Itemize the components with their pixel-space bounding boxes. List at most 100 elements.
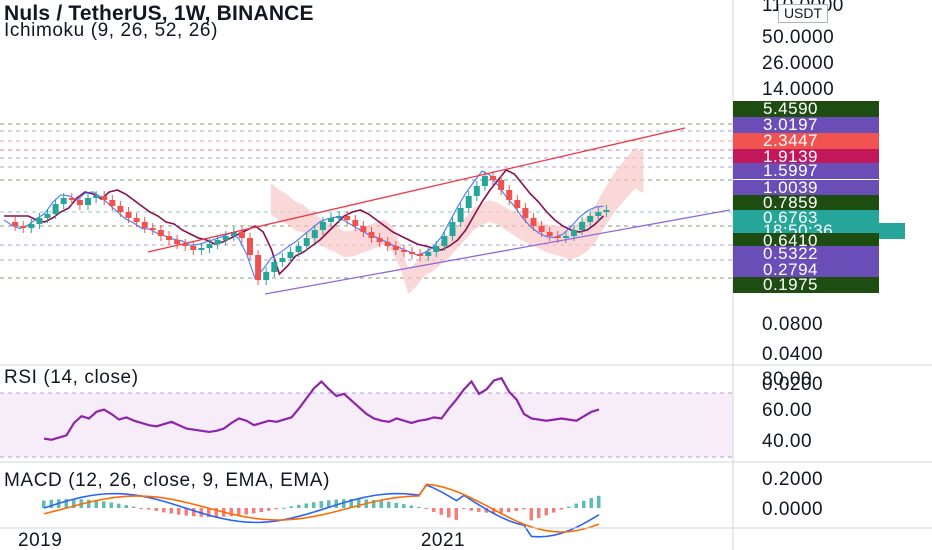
macd-histogram-bar	[417, 506, 421, 508]
macd-histogram-bar	[597, 495, 601, 508]
price-tag-label: 0.2794	[763, 260, 818, 279]
macd-histogram-bar	[184, 508, 188, 516]
macd-pane[interactable]: 0.2000 0.0000	[42, 469, 823, 538]
candle-body	[287, 252, 294, 258]
signal-line	[43, 483, 600, 533]
channel-lower-line	[264, 209, 731, 295]
macd-histogram-bar	[379, 500, 383, 508]
macd-histogram-bar	[582, 500, 586, 508]
candle-body	[554, 236, 561, 238]
macd-histogram-bar	[357, 499, 361, 508]
price-tag-bg	[733, 163, 879, 179]
candle-body	[52, 204, 59, 214]
candle-body	[579, 222, 586, 230]
candle-body	[344, 216, 351, 220]
macd-histogram-bar	[139, 508, 143, 509]
price-tick-label: 50.0000	[762, 27, 834, 48]
macd-histogram-bar	[64, 499, 68, 508]
price-tag-bg	[733, 149, 879, 165]
candle-body	[198, 248, 205, 250]
candle-body	[352, 220, 359, 226]
macd-histogram-bar	[424, 508, 428, 509]
price-tag-label: 0.7859	[763, 193, 818, 212]
ichimoku-legend[interactable]: Ichimoku (9, 26, 52, 26)	[4, 20, 219, 41]
candle-body	[149, 228, 156, 230]
macd-histogram-bar	[484, 508, 488, 513]
rsi-pane[interactable]: 80.00 60.00 40.00	[0, 369, 812, 458]
rsi-tick-label: 40.00	[762, 431, 812, 452]
candle-body	[279, 258, 286, 262]
macd-histogram-bar	[274, 508, 278, 510]
macd-histogram-bar	[454, 508, 458, 520]
time-axis[interactable]: 2019 2021	[18, 530, 465, 550]
price-tag-label: 1.9139	[763, 147, 818, 166]
macd-histogram-bar	[499, 508, 503, 513]
macd-histogram-bar	[574, 503, 578, 508]
price-tag-label: 0.5322	[763, 244, 818, 263]
price-tag-bg	[733, 117, 879, 133]
candle-body	[311, 230, 318, 238]
macd-histogram-bar	[154, 508, 158, 511]
rsi-legend[interactable]: RSI (14, close)	[4, 367, 139, 388]
candle-body	[481, 176, 488, 186]
macd-histogram-bar	[297, 504, 301, 508]
candle-body	[328, 218, 334, 222]
price-tag-label: 0.6410	[763, 231, 818, 250]
rsi-band	[0, 393, 733, 457]
macd-histogram-bar	[42, 500, 46, 508]
candle-body	[125, 212, 132, 218]
candlesticks	[12, 171, 610, 285]
price-tag-bg	[733, 277, 879, 293]
macd-histogram-bar	[409, 505, 413, 508]
macd-histogram-bar	[244, 508, 248, 515]
currency-unit-badge[interactable]: USDT	[778, 4, 828, 23]
rsi-tick-label: 60.00	[762, 400, 812, 421]
candle-body	[166, 236, 172, 240]
price-tag-label: 1.5997	[763, 161, 818, 180]
candle-body	[506, 190, 513, 200]
candle-body	[44, 214, 51, 218]
candle-body	[60, 198, 67, 204]
candle-body	[214, 240, 221, 244]
candle-body	[230, 232, 237, 236]
macd-histogram-bar	[522, 508, 526, 510]
candle-body	[400, 250, 407, 252]
macd-histogram-bar	[567, 506, 571, 508]
price-tag-label: 3.0197	[763, 115, 818, 134]
candle-body	[133, 218, 140, 222]
price-tag-bg	[733, 233, 879, 249]
candle-body	[157, 230, 164, 236]
candle-body	[109, 200, 116, 206]
macd-histogram-bar	[342, 499, 346, 508]
macd-tick-label: 0.2000	[762, 469, 823, 490]
price-tag-bg	[733, 101, 879, 117]
candle-body	[571, 230, 577, 236]
macd-histogram-bar	[252, 508, 256, 514]
price-tag-bg	[733, 180, 879, 196]
macd-histogram-bar	[552, 508, 556, 513]
candle-body	[36, 218, 43, 224]
macd-legend[interactable]: MACD (12, 26, close, 9, EMA, EMA)	[4, 470, 330, 491]
macd-histogram-bar	[132, 506, 136, 508]
candle-body	[303, 238, 310, 246]
candle-body	[76, 200, 83, 205]
candle-body	[522, 208, 529, 218]
macd-histogram-bar	[349, 498, 353, 508]
macd-histogram-bar	[559, 508, 563, 510]
candle-body	[384, 242, 391, 246]
macd-histogram-bar	[402, 504, 406, 508]
macd-histogram-bar	[319, 501, 323, 508]
candle-body	[295, 246, 302, 252]
candle-body	[376, 238, 383, 242]
macd-histogram-bar	[589, 498, 593, 508]
channel-upper-line	[147, 127, 686, 253]
candle-body	[255, 255, 262, 280]
macd-histogram-bar	[372, 499, 376, 508]
candle-body	[514, 200, 521, 208]
macd-histogram-bar	[162, 508, 166, 513]
time-tick-label: 2019	[18, 530, 62, 550]
macd-histogram-bar	[507, 508, 511, 513]
trend-channel[interactable]	[147, 127, 731, 295]
